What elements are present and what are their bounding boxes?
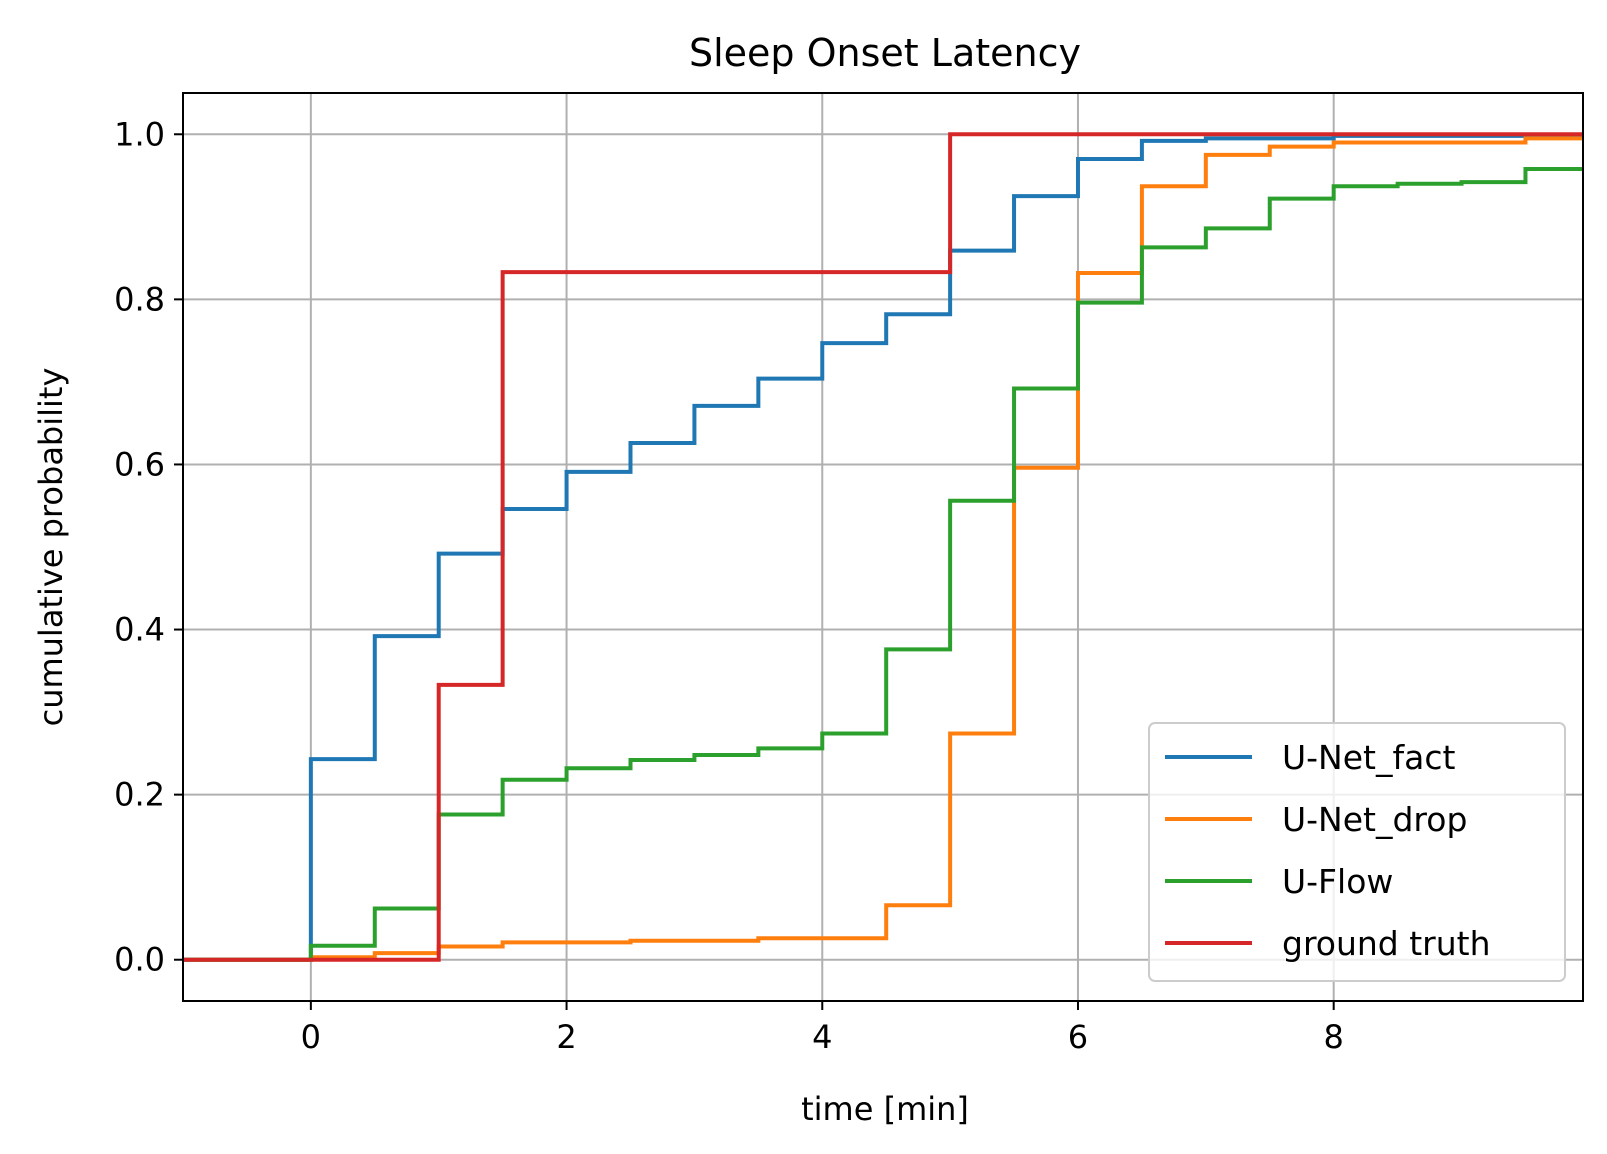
y-tick-label: 1.0 xyxy=(114,115,165,153)
series-line-u-net-fact xyxy=(183,133,1583,962)
y-tick-label: 0.2 xyxy=(114,776,165,814)
legend-label: ground truth xyxy=(1282,924,1491,963)
y-tick-label: 0.6 xyxy=(114,445,165,483)
legend-label: U-Net_fact xyxy=(1282,738,1455,777)
x-tick-label: 8 xyxy=(1324,1018,1344,1056)
x-tick-label: 2 xyxy=(556,1018,576,1056)
x-tick-label: 6 xyxy=(1068,1018,1088,1056)
legend-label: U-Net_drop xyxy=(1282,800,1467,839)
y-axis-ticks: 0.0 0.2 0.4 0.6 0.8 1.0 xyxy=(114,115,183,979)
plot-frame xyxy=(182,92,1584,1002)
legend-box xyxy=(1148,722,1566,982)
y-tick-label: 0.8 xyxy=(114,280,165,318)
y-tick-label: 0.4 xyxy=(114,611,165,649)
y-axis-label: cumulative probability xyxy=(32,368,70,727)
x-axis-ticks: 0 2 4 6 8 xyxy=(301,1001,1344,1056)
legend-label: U-Flow xyxy=(1282,862,1393,901)
x-axis-label: time [min] xyxy=(801,1090,969,1128)
legend: U-Net_fact U-Net_drop U-Flow ground truth xyxy=(1148,722,1566,982)
x-tick-label: 0 xyxy=(301,1018,321,1056)
series-layer xyxy=(183,132,1583,962)
series-line-ground-truth xyxy=(183,132,1583,962)
chart-title: Sleep Onset Latency xyxy=(689,31,1081,75)
series-line-u-flow xyxy=(183,166,1583,962)
x-tick-label: 4 xyxy=(812,1018,832,1056)
y-tick-label: 0.0 xyxy=(114,941,165,979)
